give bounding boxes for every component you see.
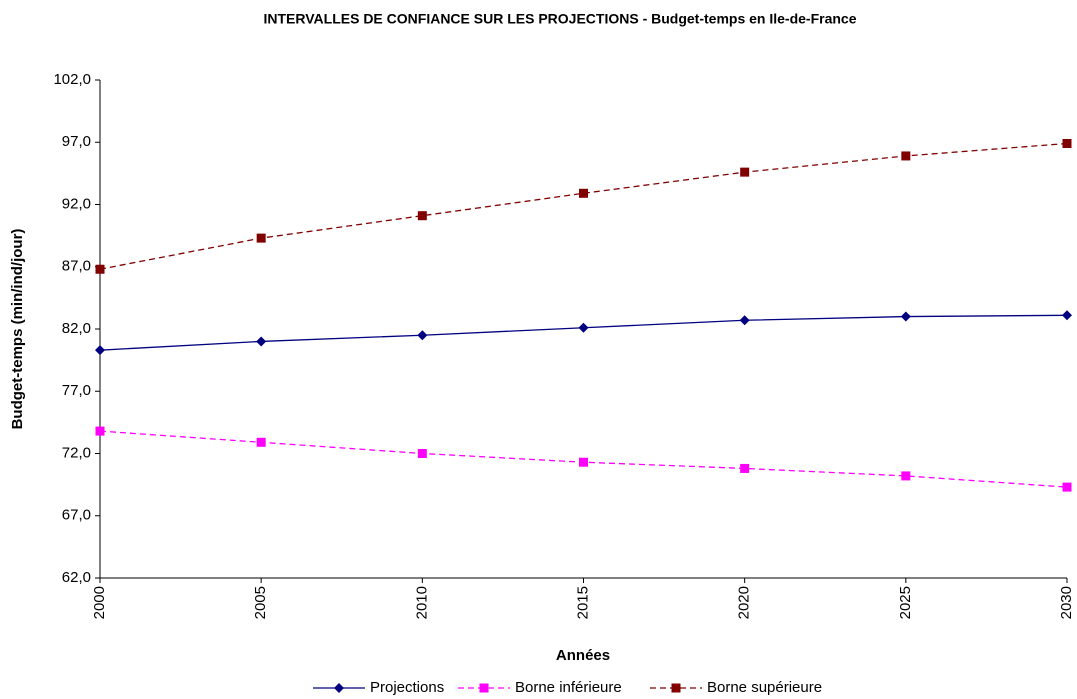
marker [901, 151, 911, 161]
marker [95, 426, 105, 436]
x-tick-label: 2010 [413, 586, 430, 619]
legend-label: Borne inférieure [515, 679, 622, 696]
marker [579, 457, 588, 467]
x-tick-label: 2030 [1058, 586, 1075, 619]
marker [256, 233, 266, 243]
y-tick-label: 77,0 [62, 382, 91, 399]
marker [579, 188, 588, 198]
marker [739, 315, 750, 326]
legend-label: Projections [370, 679, 444, 696]
marker [95, 345, 105, 356]
x-tick-label: 2025 [897, 586, 914, 619]
y-tick-label: 87,0 [62, 258, 91, 275]
marker [740, 463, 750, 473]
y-tick-label: 92,0 [62, 195, 91, 212]
legend-marker [334, 683, 344, 693]
marker [95, 264, 105, 274]
x-tick-label: 2020 [736, 586, 753, 619]
legend-label: Borne supérieure [707, 679, 822, 696]
marker [740, 167, 750, 177]
marker [417, 449, 427, 458]
y-tick-label: 82,0 [62, 320, 91, 337]
marker [1062, 482, 1072, 492]
legend-marker [671, 683, 681, 693]
y-tick-label: 67,0 [62, 507, 91, 524]
marker [256, 336, 267, 347]
x-tick-label: 2000 [91, 586, 108, 619]
marker [1062, 310, 1072, 321]
x-tick-label: 2015 [574, 586, 591, 619]
series-line [99, 142, 1068, 270]
y-tick-label: 72,0 [62, 444, 91, 461]
y-tick-label: 62,0 [62, 569, 91, 586]
y-tick-label: 97,0 [62, 133, 91, 150]
x-axis-label: Années [556, 647, 610, 664]
marker [256, 437, 266, 447]
marker [417, 330, 428, 341]
y-tick-label: 102,0 [53, 71, 91, 88]
marker [900, 311, 911, 322]
marker [417, 211, 427, 221]
y-axis-label: Budget-temps (min/ind/jour) [9, 229, 26, 430]
legend-marker [479, 683, 489, 693]
marker [578, 322, 589, 333]
x-tick-label: 2005 [252, 586, 269, 619]
marker [901, 471, 911, 481]
chart-title: INTERVALLES DE CONFIANCE SUR LES PROJECT… [264, 11, 857, 27]
marker [1062, 138, 1072, 148]
